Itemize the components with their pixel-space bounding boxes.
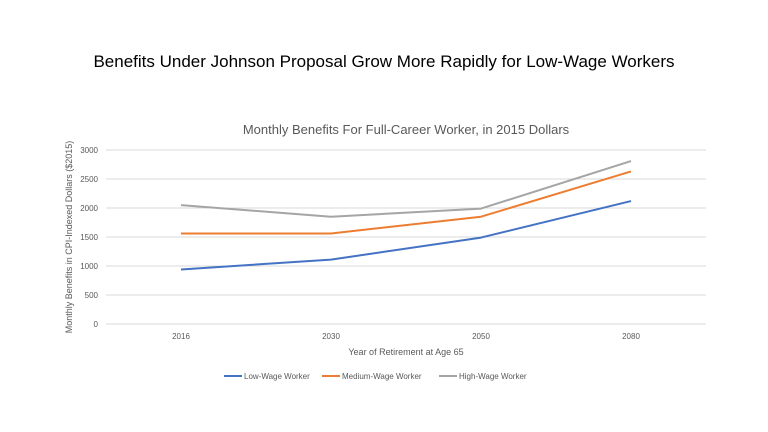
x-tick-label: 2080	[622, 332, 640, 341]
x-tick-label: 2050	[472, 332, 490, 341]
legend-label: High-Wage Worker	[459, 372, 527, 381]
y-tick-label: 1000	[80, 262, 98, 271]
y-tick-label: 3000	[80, 146, 98, 155]
y-tick-label: 2000	[80, 204, 98, 213]
y-tick-label: 500	[85, 291, 99, 300]
chart-title: Monthly Benefits For Full-Career Worker,…	[243, 122, 570, 137]
y-tick-label: 2500	[80, 175, 98, 184]
series-line-low-wage-worker	[180, 200, 632, 271]
x-tick-label: 2016	[172, 332, 190, 341]
y-tick-label: 0	[94, 320, 99, 329]
series-line-medium-wage-worker	[181, 170, 632, 235]
y-axis-label: Monthly Benefits in CPI-Indexed Dollars …	[64, 141, 74, 334]
page-title: Benefits Under Johnson Proposal Grow Mor…	[93, 52, 675, 71]
y-tick-label: 1500	[80, 233, 98, 242]
x-tick-label: 2030	[322, 332, 340, 341]
series-line-high-wage-worker	[180, 160, 632, 218]
legend-label: Low-Wage Worker	[244, 372, 310, 381]
x-axis-label: Year of Retirement at Age 65	[348, 347, 463, 357]
legend-label: Medium-Wage Worker	[342, 372, 422, 381]
